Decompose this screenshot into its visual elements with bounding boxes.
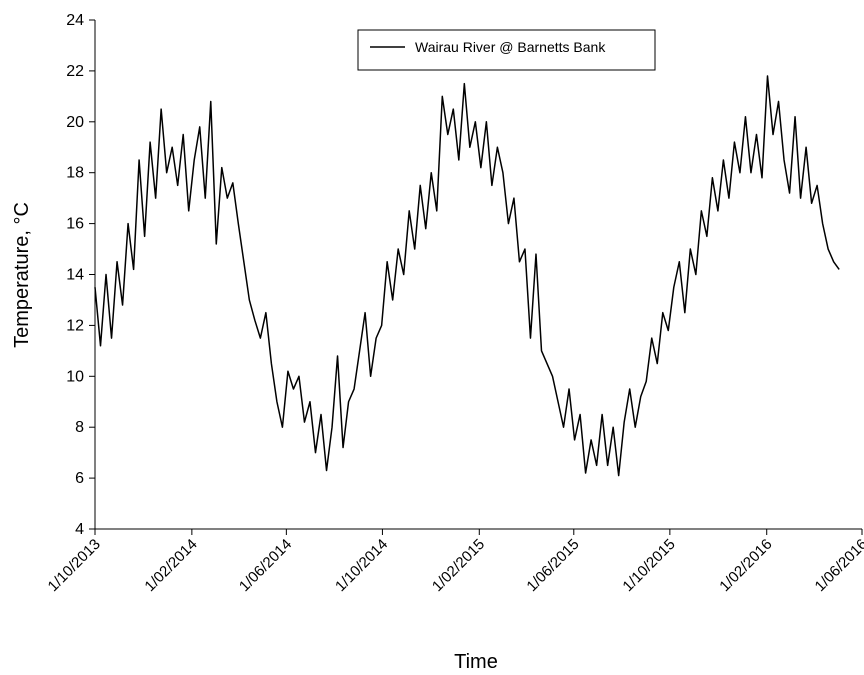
x-tick-label: 1/02/2015 (429, 536, 488, 595)
legend-label: Wairau River @ Barnetts Bank (415, 39, 606, 55)
y-tick-label: 20 (66, 114, 84, 131)
y-tick-label: 12 (66, 317, 84, 334)
y-tick-label: 14 (66, 267, 84, 284)
y-tick-label: 4 (75, 521, 84, 538)
y-tick-label: 8 (75, 419, 84, 436)
y-axis-label: Temperature, °C (11, 202, 33, 348)
y-tick-label: 10 (66, 368, 84, 385)
y-tick-label: 24 (66, 12, 84, 29)
y-tick-label: 22 (66, 63, 84, 80)
data-line (94, 75, 840, 477)
x-tick-label: 1/06/2015 (523, 536, 582, 595)
y-tick-label: 18 (66, 165, 84, 182)
x-tick-label: 1/02/2016 (716, 536, 775, 595)
x-tick-label: 1/10/2015 (619, 536, 678, 595)
x-tick-label: 1/06/2016 (812, 536, 864, 595)
x-tick-label: 1/06/2014 (236, 536, 295, 595)
legend-box (357, 29, 656, 71)
y-tick-label: 16 (66, 216, 84, 233)
x-axis-label: Time (454, 651, 498, 673)
y-tick-label: 6 (75, 470, 84, 487)
x-tick-label: 1/10/2014 (332, 536, 391, 595)
x-tick-label: 1/02/2014 (141, 536, 200, 595)
x-tick-label: 1/10/2013 (45, 536, 104, 595)
